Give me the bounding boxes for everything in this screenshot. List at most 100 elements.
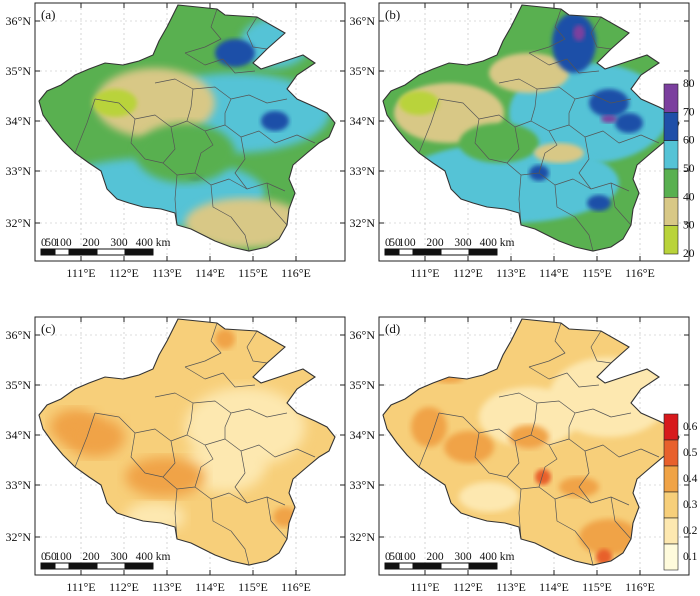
lon-tick-label: 116°E: [281, 266, 311, 280]
lon-tick-label: 115°E: [582, 266, 612, 280]
colorbar-swatch: [663, 439, 679, 467]
scale-bar-label: 200: [426, 551, 444, 563]
colorbar-bottom: 0.6 0.5 0.4 0.3 0.2 0.1: [663, 413, 698, 571]
lon-tick-label: 111°E: [66, 580, 95, 594]
colorbar-tick-label: 30: [683, 220, 695, 232]
lat-tick-label: 36°N: [350, 328, 376, 342]
lon-tick-label: 115°E: [582, 580, 612, 594]
colorbar-swatch: [663, 517, 679, 545]
scale-bar-label: 200: [82, 551, 100, 563]
lon-tick-label: 116°E: [281, 580, 311, 594]
scale-bar-label: 0: [41, 551, 47, 563]
colorbar-swatch: [663, 197, 679, 226]
map-panel-a: (a) 36°N 35°N 34°N 33°N 32°N 111°E 112°E 113°E 11…: [6, 2, 346, 280]
colorbar-tick-label: 20: [683, 248, 695, 260]
lat-tick-label: 35°N: [350, 64, 376, 78]
scale-bar-label: 100: [54, 237, 72, 249]
lon-tick-label: 114°E: [195, 580, 225, 594]
scale-bar-label: 50: [389, 551, 401, 563]
colorbar-tick-label: 0.3: [683, 499, 698, 511]
scale-bar-label: 0: [385, 237, 391, 249]
lat-tick-label: 32°N: [350, 216, 376, 230]
scale-bar-label: 50: [389, 237, 401, 249]
lat-tick-label: 36°N: [6, 14, 32, 28]
lon-tick-label: 113°E: [152, 266, 182, 280]
colorbar-tick-label: 40: [683, 191, 695, 203]
lat-tick-label: 35°N: [350, 378, 376, 392]
colorbar-tick-label: 50: [683, 163, 695, 175]
panel-label: (b): [385, 7, 400, 22]
scale-bar-label: 50: [45, 237, 57, 249]
scale-bar-label: 400 km: [480, 551, 515, 563]
lon-tick-label: 113°E: [496, 266, 526, 280]
lon-tick-label: 115°E: [238, 266, 268, 280]
scale-bar-label: 100: [398, 237, 416, 249]
colorbar-swatch: [663, 225, 679, 255]
lat-tick-label: 32°N: [350, 530, 376, 544]
scale-bar-label: 200: [82, 237, 100, 249]
lon-tick-label: 114°E: [539, 580, 569, 594]
lon-tick-label: 112°E: [453, 580, 483, 594]
scale-bar-label: 400 km: [480, 237, 515, 249]
lon-tick-label: 113°E: [152, 580, 182, 594]
map-panel-c: (c) 36°N 35°N 34°N 33°N 32°N 111°E 112°E 113°E 11…: [6, 316, 346, 594]
panel-label: (c): [41, 321, 55, 336]
colorbar-tick-label: 0.1: [683, 551, 698, 563]
colorbar-tick-label: 0.2: [683, 525, 698, 537]
scale-bar-label: 100: [398, 551, 416, 563]
colorbar-tick-label: 0.6: [683, 421, 698, 433]
map-panel-b: (b) 36°N 35°N 34°N 33°N 32°N 111°E 112°E 113°E 11…: [350, 2, 690, 280]
scale-bar-label: 50: [45, 551, 57, 563]
lat-tick-label: 34°N: [6, 114, 32, 128]
colorbar-swatch: [663, 543, 679, 571]
colorbar-swatch: [663, 491, 679, 519]
lat-tick-label: 35°N: [6, 378, 32, 392]
lat-tick-label: 33°N: [350, 478, 376, 492]
lon-tick-label: 114°E: [195, 266, 225, 280]
scale-bar-label: 400 km: [136, 551, 171, 563]
lon-tick-label: 111°E: [410, 266, 439, 280]
lat-tick-label: 34°N: [6, 428, 32, 442]
lon-tick-label: 113°E: [496, 580, 526, 594]
lat-tick-label: 36°N: [350, 14, 376, 28]
map-panel-d: (d) 36°N 35°N 34°N 33°N 32°N 111°E 112°E 113°E 11…: [350, 316, 690, 594]
panel-label: (a): [41, 7, 55, 22]
colorbar-tick-label: 0.4: [683, 473, 698, 485]
colorbar-tick-label: 70: [683, 106, 695, 118]
colorbar-swatch: [663, 140, 679, 170]
lat-tick-label: 34°N: [350, 114, 376, 128]
colorbar-swatch: [663, 83, 679, 113]
lat-tick-label: 33°N: [6, 164, 32, 178]
colorbar-swatch: [663, 465, 679, 493]
lon-tick-label: 115°E: [238, 580, 268, 594]
colorbar-tick-label: 0.5: [683, 447, 698, 459]
colorbar-tick-label: 60: [683, 135, 695, 147]
scale-bar-label: 300: [454, 551, 472, 563]
scale-bar-label: 300: [110, 237, 128, 249]
lon-tick-label: 116°E: [625, 266, 655, 280]
colorbar-top: 80 70 60 50 40 30 20: [663, 78, 695, 260]
scale-bar-label: 100: [54, 551, 72, 563]
lon-tick-label: 114°E: [539, 266, 569, 280]
colorbar-swatch: [663, 112, 679, 141]
lat-tick-label: 32°N: [6, 216, 32, 230]
scale-bar-label: 400 km: [136, 237, 171, 249]
scale-bar-label: 0: [41, 237, 47, 249]
lat-tick-label: 35°N: [6, 64, 32, 78]
lon-tick-label: 112°E: [109, 580, 139, 594]
colorbar-swatch: [663, 413, 679, 441]
lon-tick-label: 111°E: [410, 580, 439, 594]
lat-tick-label: 33°N: [350, 164, 376, 178]
scale-bar-label: 300: [110, 551, 128, 563]
scale-bar-label: 0: [385, 551, 391, 563]
lat-tick-label: 33°N: [6, 478, 32, 492]
lat-tick-label: 34°N: [350, 428, 376, 442]
lon-tick-label: 112°E: [109, 266, 139, 280]
scale-bar-label: 300: [454, 237, 472, 249]
lat-tick-label: 32°N: [6, 530, 32, 544]
